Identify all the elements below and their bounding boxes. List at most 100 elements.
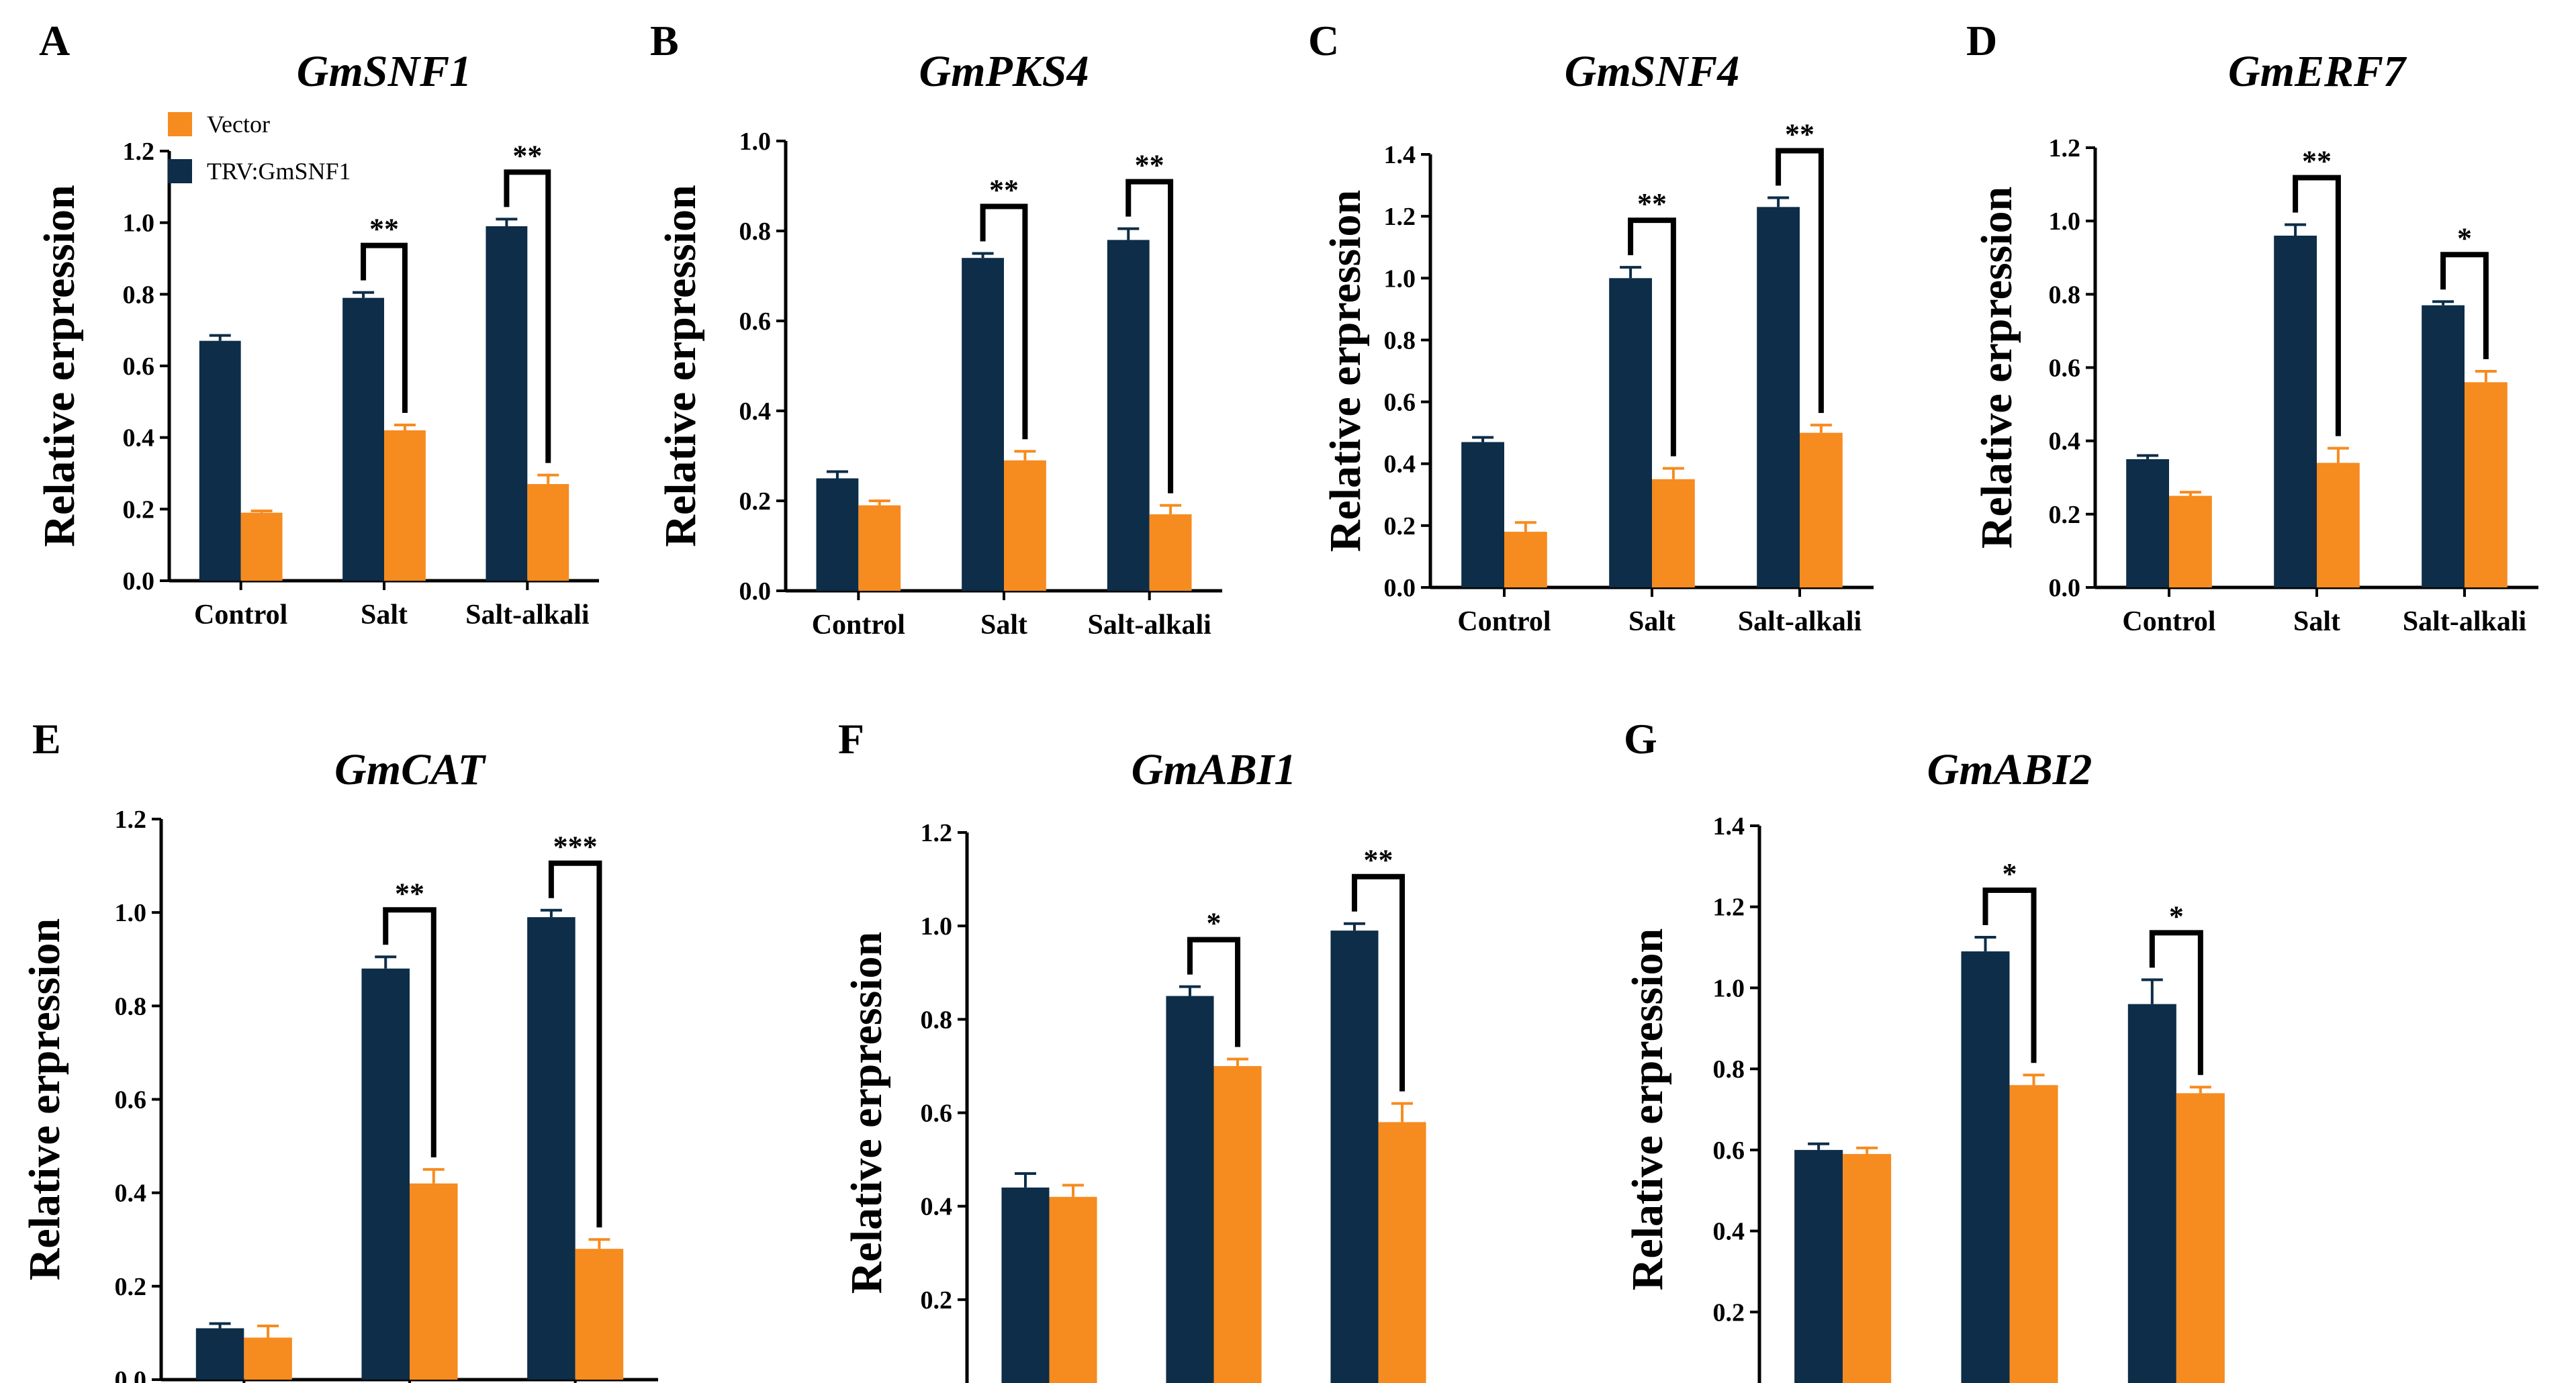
y-tick-label: 0.0 xyxy=(123,567,155,595)
y-tick-label: 1.4 xyxy=(1713,812,1745,841)
chart-panel-e: E GmCAT Relative erpression 0.0 0.2 0.4 0.6 0.8… xyxy=(20,715,658,1383)
y-axis-label: Relative erpression xyxy=(35,185,84,547)
y-tick-label: 1.2 xyxy=(1384,203,1416,231)
trv-bar xyxy=(195,1328,244,1380)
significance-label: * xyxy=(2457,222,2472,254)
vector-bar xyxy=(2009,1085,2058,1383)
significance-bracket xyxy=(361,242,408,413)
significance-bracket xyxy=(980,203,1028,440)
y-tick-label: 1.0 xyxy=(115,899,147,927)
trv-bar xyxy=(2126,459,2169,587)
significance-bracket xyxy=(548,860,602,1228)
x-tick-label: Control xyxy=(1457,606,1551,637)
y-tick-label: 1.2 xyxy=(123,138,155,166)
vector-bar xyxy=(1213,1065,1262,1383)
panel-letter: B xyxy=(650,17,679,64)
y-tick-label: 0.2 xyxy=(123,495,155,524)
trv-bar xyxy=(361,968,410,1380)
trv-bar xyxy=(2127,1004,2176,1383)
significance-label: ** xyxy=(2302,145,2332,178)
vector-bar xyxy=(1504,532,1547,587)
significance-label: ** xyxy=(369,213,399,246)
significance-label: ** xyxy=(1364,844,1393,877)
legend-swatch-trv xyxy=(168,159,192,183)
panel-title: GmABI1 xyxy=(1132,745,1297,794)
y-tick-label: 1.0 xyxy=(1713,974,1745,1002)
trv-bar xyxy=(2422,305,2465,587)
y-tick-label: 0.8 xyxy=(739,218,772,246)
trv-bar xyxy=(816,478,859,591)
vector-bar xyxy=(1049,1196,1097,1383)
significance-label: * xyxy=(2169,900,2184,933)
trv-bar xyxy=(199,340,241,581)
y-tick-label: 0.0 xyxy=(1713,1380,1745,1383)
y-tick-label: 0.2 xyxy=(2049,501,2081,529)
y-tick-label: 0.0 xyxy=(115,1366,147,1383)
chart-panel-f: F GmABI1 Relative erpression 0.0 0.2 0.4 0.6 0.… xyxy=(838,715,1426,1383)
y-tick-label: 0.4 xyxy=(123,424,155,452)
y-tick-label: 1.0 xyxy=(739,128,772,156)
legend-label-trv: TRV:GmSNF1 xyxy=(207,158,351,185)
x-tick-label: Salt xyxy=(1628,606,1675,637)
significance-label: * xyxy=(2003,857,2017,890)
y-tick-label: 0.4 xyxy=(1384,450,1416,479)
y-axis-label: Relative erpression xyxy=(842,932,891,1294)
y-tick-label: 0.0 xyxy=(1384,574,1416,602)
y-tick-label: 0.2 xyxy=(921,1286,953,1315)
y-tick-label: 0.6 xyxy=(921,1100,953,1128)
vector-bar xyxy=(575,1249,624,1380)
trv-bar xyxy=(1166,996,1214,1383)
y-tick-label: 0.4 xyxy=(2049,428,2081,456)
y-tick-label: 0.6 xyxy=(1384,389,1416,417)
panel-title: GmPKS4 xyxy=(919,47,1089,96)
trv-bar xyxy=(1609,278,1652,587)
y-tick-label: 0.8 xyxy=(123,281,155,309)
chart-panel-a: A GmSNF1 Relative erpression 0.0 0.2 0.4 0.6 0.… xyxy=(35,17,599,630)
y-axis-label: Relative erpression xyxy=(1972,187,2021,549)
y-tick-label: 1.4 xyxy=(1384,141,1416,169)
panel-letter: C xyxy=(1308,17,1339,64)
panel-letter: F xyxy=(838,715,864,763)
trv-bar xyxy=(1794,1149,1843,1383)
significance-bracket xyxy=(383,907,436,1157)
significance-bracket xyxy=(504,169,551,463)
trv-bar xyxy=(486,226,528,581)
x-tick-label: Salt xyxy=(980,610,1027,640)
legend-swatch-vector xyxy=(168,112,192,136)
vector-bar xyxy=(244,1337,292,1380)
vector-bar xyxy=(1004,460,1046,591)
y-tick-label: 0.4 xyxy=(1713,1218,1745,1246)
panel-letter: E xyxy=(32,715,61,763)
significance-label: ** xyxy=(989,174,1019,207)
significance-label: *** xyxy=(553,830,598,863)
vector-bar xyxy=(240,512,283,581)
trv-bar xyxy=(1107,240,1150,591)
y-tick-label: 1.2 xyxy=(2049,134,2081,162)
significance-bracket xyxy=(2149,930,2203,1076)
panel-title: GmSNF1 xyxy=(297,47,471,96)
legend-label-vector: Vector xyxy=(207,111,270,138)
chart-panel-c: C GmSNF4 Relative erpression 0.0 0.2 0.4 0.6 0.… xyxy=(1308,17,1874,637)
chart-panel-b: B GmPKS4 Relative erpression 0.0 0.2 0.4 0.6 0.… xyxy=(650,17,1222,640)
significance-bracket xyxy=(2440,252,2489,359)
y-tick-label: 1.2 xyxy=(921,819,953,847)
x-tick-label: Salt-alkali xyxy=(1087,610,1211,640)
x-tick-label: Control xyxy=(2122,606,2215,637)
panel-letter: G xyxy=(1624,715,1657,763)
x-tick-label: Control xyxy=(194,600,287,630)
y-tick-label: 0.2 xyxy=(115,1273,147,1301)
y-tick-label: 0.8 xyxy=(1384,326,1416,354)
vector-bar xyxy=(1378,1122,1426,1383)
y-tick-label: 0.6 xyxy=(739,307,772,336)
trv-bar xyxy=(1330,931,1379,1383)
vector-bar xyxy=(384,430,426,581)
panel-title: GmERF7 xyxy=(2228,47,2407,96)
significance-label: ** xyxy=(1637,187,1667,220)
y-tick-label: 0.2 xyxy=(1384,512,1416,540)
y-tick-label: 0.6 xyxy=(1713,1137,1745,1165)
panel-title: GmCAT xyxy=(334,745,486,794)
vector-bar xyxy=(2169,495,2212,587)
chart-panel-d: D GmERF7 Relative erpression 0.0 0.2 0.4 0.6 0.… xyxy=(1966,17,2538,637)
y-tick-label: 1.0 xyxy=(123,209,155,238)
